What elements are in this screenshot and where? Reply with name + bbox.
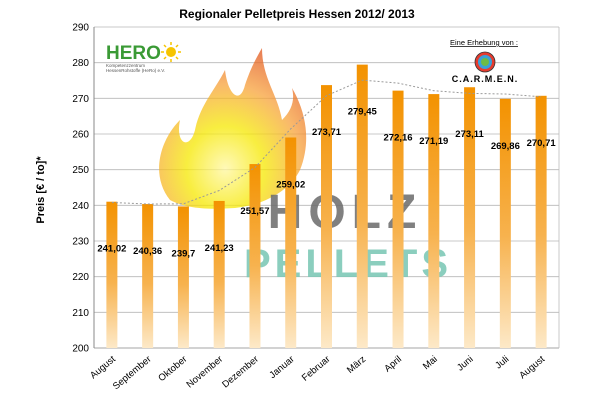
labels-layer: 241,02 240,36 239,7 241,23 251,57 259,02 273,7… [97,107,556,260]
data-label: 279,45 [348,107,378,118]
y-tick-label: 270 [72,94,89,105]
data-label: 270,71 [527,138,557,149]
y-tick-label: 240 [72,201,89,212]
carmen-name: C.A.R.M.E.N. [452,74,519,84]
carmen-caption: Eine Erhebung von : [450,38,518,47]
x-tick-label: September [111,354,154,392]
x-tick-label: Januar [267,354,296,381]
x-tick-label: März [345,354,368,376]
y-tick-label: 280 [72,58,89,69]
bar [177,206,189,348]
y-axis-label: Preis [€ / to]* [35,156,47,224]
x-tick-label: August [517,354,547,382]
trend-line [111,79,542,205]
hero-logo-name: HERO [106,43,161,64]
bar [392,90,404,348]
bar [106,201,118,348]
bar [428,94,440,349]
x-tick-label: November [184,354,225,391]
data-label: 271,19 [419,136,448,147]
x-tick-label: April [382,354,404,375]
data-label: 259,02 [276,179,305,190]
y-tick-label: 220 [72,272,89,283]
data-label: 240,36 [133,246,162,257]
bar [535,95,547,349]
bar [213,200,225,348]
x-tick-label: Februar [300,354,333,384]
sun-icon [161,42,181,62]
watermark-pellets: PELLETS [244,242,452,286]
hero-logo-subtitle-2: HessenRohstoffe (HeRo) e.V. [106,68,165,73]
data-label: 239,7 [172,248,196,259]
y-tick-label: 250 [72,165,89,176]
bar [249,164,261,348]
hero-logo: HERO Kompetenzzentrum HessenRohstoffe (H… [106,42,181,73]
bar [356,64,368,349]
y-tick-label: 210 [72,308,89,319]
bar [142,204,154,348]
x-tick-label: Dezember [220,354,261,391]
chart-title: Regionaler Pelletpreis Hessen 2012/ 2013 [179,7,415,21]
x-tick-label: Juni [455,354,475,374]
y-tick-label: 260 [72,130,89,141]
hero-logo-subtitle-1: Kompetenzzentrum [106,63,145,68]
data-label: 269,86 [491,141,520,152]
y-tick-label: 230 [72,237,89,248]
bar [321,85,332,348]
data-label: 273,11 [455,129,484,140]
data-label: 251,57 [240,206,269,217]
flame-graphic [159,48,307,209]
data-label: 273,71 [312,127,342,138]
bars-layer [106,64,547,349]
bar [285,137,297,348]
bar [499,98,511,348]
x-tick-label: Oktober [156,354,189,384]
bar [464,87,476,348]
data-label: 241,23 [205,243,234,254]
x-tick-label: Mai [421,354,440,372]
x-tick-label: August [88,354,118,382]
y-tick-label: 290 [72,23,89,34]
data-label: 241,02 [97,244,126,255]
carmen-emblem-icon [474,51,496,73]
data-label: 272,16 [384,133,413,144]
x-tick-label: Juli [493,354,511,372]
carmen-logo: Eine Erhebung von : C.A.R.M.E.N. [450,38,518,84]
y-tick-label: 200 [72,344,89,355]
